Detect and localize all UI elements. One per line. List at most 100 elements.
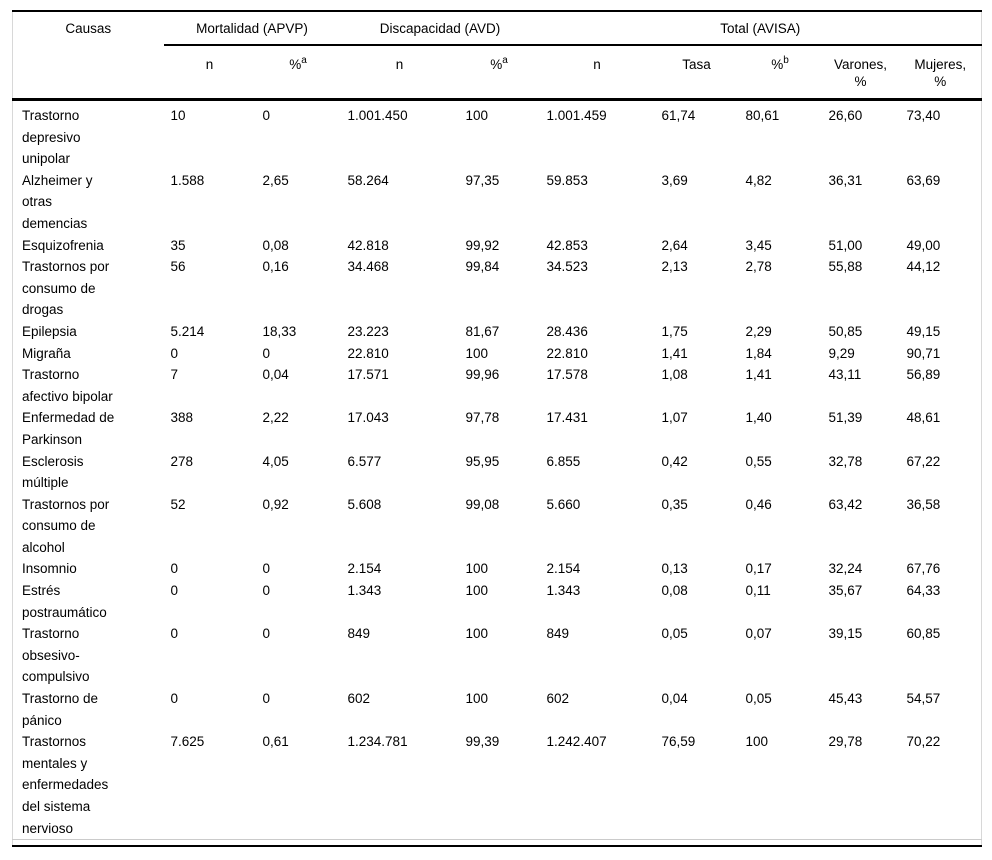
mujeres-pct-cell: 64,33 bbox=[906, 583, 941, 599]
discapacidad-n-cell: 1.234.781 bbox=[347, 734, 408, 750]
total-pct-cell: 0,17 bbox=[745, 561, 772, 577]
tasa-cell: 1,07 bbox=[661, 410, 688, 426]
table-row: Insomnio 0 0 2.154 100 2.154 0,13 0,17 3… bbox=[13, 558, 982, 580]
causa-cell: Migraña bbox=[22, 345, 71, 361]
total-pct-cell: 0,05 bbox=[745, 691, 772, 707]
discapacidad-n-cell: 2.154 bbox=[347, 561, 382, 577]
mujeres-pct-cell: 48,61 bbox=[906, 410, 941, 426]
discapacidad-n-cell: 42.818 bbox=[347, 237, 389, 253]
table-header: Causas Mortalidad (APVP) Discapacidad (A… bbox=[12, 11, 982, 101]
causa-cell: Esquizofrenia bbox=[22, 237, 104, 253]
mortalidad-n-cell: 35 bbox=[170, 237, 186, 253]
tasa-cell: 0,04 bbox=[661, 691, 688, 707]
column-header-causas: Causas bbox=[12, 11, 164, 101]
column-header-total-n: n bbox=[539, 45, 655, 101]
total-n-cell: 1.343 bbox=[546, 583, 581, 599]
discapacidad-pct-cell: 100 bbox=[465, 691, 489, 707]
discapacidad-n-cell: 17.571 bbox=[347, 367, 389, 383]
discapacidad-n-cell: 6.577 bbox=[347, 453, 382, 469]
tasa-cell: 1,75 bbox=[661, 323, 688, 339]
discapacidad-pct-cell: 99,96 bbox=[465, 367, 500, 383]
varones-pct-cell: 36,31 bbox=[828, 172, 863, 188]
table-row: Trastorno afectivo bipolar 7 0,04 17.571… bbox=[13, 364, 982, 407]
total-pct-cell: 100 bbox=[745, 734, 769, 750]
table-row: Trastorno de pánico 0 0 602 100 602 0,04… bbox=[13, 688, 982, 731]
total-pct-cell: 3,45 bbox=[745, 237, 772, 253]
total-n-cell: 17.578 bbox=[546, 367, 588, 383]
mujeres-pct-cell: 54,57 bbox=[906, 691, 941, 707]
discapacidad-n-cell: 1.001.450 bbox=[347, 108, 408, 123]
causa-cell: Trastornos por consumo de alcohol bbox=[22, 496, 110, 555]
discapacidad-n-cell: 849 bbox=[347, 626, 371, 642]
total-pct-cell: 2,78 bbox=[745, 259, 772, 275]
discapacidad-pct-cell: 95,95 bbox=[465, 453, 500, 469]
causa-cell: Trastorno depresivo unipolar bbox=[22, 108, 81, 167]
discapacidad-pct-cell: 100 bbox=[465, 561, 489, 577]
tasa-cell: 1,41 bbox=[661, 345, 688, 361]
causa-cell: Trastornos por consumo de drogas bbox=[22, 259, 110, 318]
table-row: Trastornos mentales y enfermedades del s… bbox=[13, 731, 982, 839]
mortalidad-pct-cell: 0 bbox=[262, 561, 271, 577]
mortalidad-n-cell: 5.214 bbox=[170, 323, 205, 339]
causa-cell: Insomnio bbox=[22, 561, 77, 577]
discapacidad-pct-cell: 100 bbox=[465, 583, 489, 599]
table-row: Esquizofrenia 35 0,08 42.818 99,92 42.85… bbox=[13, 235, 982, 257]
total-pct-cell: 2,29 bbox=[745, 323, 772, 339]
total-n-cell: 2.154 bbox=[546, 561, 581, 577]
tasa-cell: 61,74 bbox=[661, 108, 696, 123]
discapacidad-n-cell: 5.608 bbox=[347, 496, 382, 512]
discapacidad-pct-cell: 100 bbox=[465, 108, 489, 123]
table-row: Trastorno depresivo unipolar 10 0 1.001.… bbox=[13, 100, 982, 170]
column-header-mujeres: Mujeres, % bbox=[899, 45, 982, 101]
total-n-cell: 17.431 bbox=[546, 410, 588, 426]
total-pct-cell: 0,07 bbox=[745, 626, 772, 642]
mortalidad-pct-cell: 18,33 bbox=[262, 323, 297, 339]
causa-cell: Trastorno de pánico bbox=[22, 691, 99, 728]
mujeres-pct-cell: 60,85 bbox=[906, 626, 941, 642]
footnote-marker-b: b bbox=[783, 54, 789, 66]
varones-pct-cell: 35,67 bbox=[828, 583, 863, 599]
avisa-table: Causas Mortalidad (APVP) Discapacidad (A… bbox=[12, 10, 983, 847]
causa-cell: Alzheimer y otras demencias bbox=[22, 172, 93, 231]
total-pct-cell: 80,61 bbox=[745, 108, 780, 123]
table-row: Alzheimer y otras demencias 1.588 2,65 5… bbox=[13, 170, 982, 235]
mortalidad-n-cell: 1.588 bbox=[170, 172, 205, 188]
varones-pct-cell: 45,43 bbox=[828, 691, 863, 707]
table-row: Trastornos por consumo de alcohol 52 0,9… bbox=[13, 494, 982, 559]
varones-pct-cell: 9,29 bbox=[828, 345, 855, 361]
mortalidad-n-cell: 7 bbox=[170, 367, 179, 383]
column-group-mortalidad: Mortalidad (APVP) bbox=[163, 11, 341, 46]
mortalidad-pct-cell: 0 bbox=[262, 691, 271, 707]
mujeres-pct-cell: 44,12 bbox=[906, 259, 941, 275]
causa-cell: Epilepsia bbox=[22, 323, 77, 339]
mujeres-pct-cell: 36,58 bbox=[906, 496, 941, 512]
causa-cell: Enfermedad de Parkinson bbox=[22, 410, 115, 447]
tasa-cell: 0,35 bbox=[661, 496, 688, 512]
mortalidad-n-cell: 0 bbox=[170, 583, 179, 599]
table-row: Epilepsia 5.214 18,33 23.223 81,67 28.43… bbox=[13, 321, 982, 343]
total-pct-cell: 1,40 bbox=[745, 410, 772, 426]
total-n-cell: 849 bbox=[546, 626, 570, 642]
discapacidad-pct-cell: 99,92 bbox=[465, 237, 500, 253]
discapacidad-n-cell: 58.264 bbox=[347, 172, 389, 188]
column-header-tasa: Tasa bbox=[654, 45, 739, 101]
tasa-cell: 0,08 bbox=[661, 583, 688, 599]
causa-cell: Esclerosis múltiple bbox=[22, 453, 84, 491]
mortalidad-n-cell: 388 bbox=[170, 410, 194, 426]
tasa-cell: 2,64 bbox=[661, 237, 688, 253]
mujeres-pct-cell: 49,15 bbox=[906, 323, 941, 339]
discapacidad-n-cell: 23.223 bbox=[347, 323, 389, 339]
mortalidad-n-cell: 278 bbox=[170, 453, 194, 469]
mujeres-pct-cell: 67,22 bbox=[906, 453, 941, 469]
mortalidad-pct-cell: 0,04 bbox=[262, 367, 289, 383]
column-header-discapacidad-pct: %a bbox=[458, 45, 540, 101]
mujeres-pct-cell: 73,40 bbox=[906, 108, 941, 123]
mortalidad-n-cell: 56 bbox=[170, 259, 186, 275]
mortalidad-pct-cell: 0,92 bbox=[262, 496, 289, 512]
discapacidad-pct-cell: 99,39 bbox=[465, 734, 500, 750]
column-header-discapacidad-n: n bbox=[340, 45, 459, 101]
mortalidad-pct-cell: 0 bbox=[262, 345, 271, 361]
total-pct-cell: 1,84 bbox=[745, 345, 772, 361]
total-n-cell: 5.660 bbox=[546, 496, 581, 512]
column-group-discapacidad: Discapacidad (AVD) bbox=[340, 11, 540, 46]
